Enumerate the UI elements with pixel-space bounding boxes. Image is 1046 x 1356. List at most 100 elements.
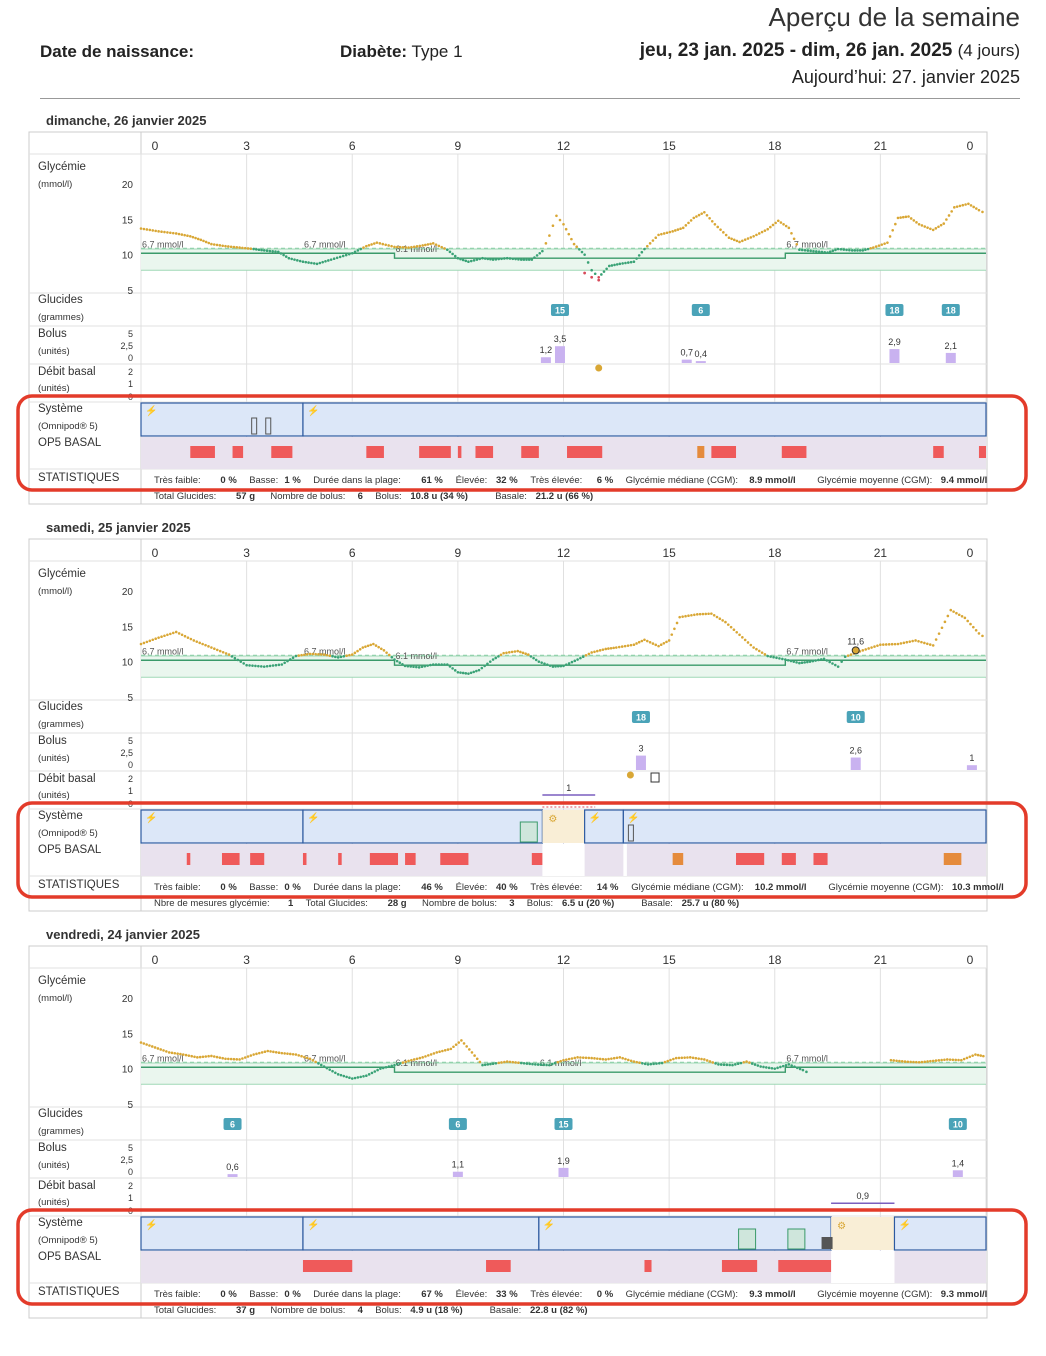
cgm-point <box>643 1062 647 1066</box>
cgm-point <box>235 246 239 249</box>
cgm-point <box>600 273 603 276</box>
cgm-point <box>811 659 815 663</box>
cgm-point <box>888 235 892 238</box>
cgm-point <box>154 637 157 640</box>
cgm-point <box>390 1064 393 1068</box>
cgm-point <box>800 248 804 252</box>
cgm-point <box>567 232 571 236</box>
bolus-tick: 5 <box>128 736 133 746</box>
cgm-point <box>224 652 228 655</box>
glycemia-tick: 10 <box>122 1065 134 1076</box>
cgm-point <box>315 262 319 266</box>
stats-label: STATISTIQUES <box>38 472 120 484</box>
cgm-point <box>443 663 446 666</box>
cgm-point <box>511 1060 515 1064</box>
cgm-point <box>432 1052 436 1055</box>
cgm-point <box>434 663 438 666</box>
cgm-point <box>356 1076 360 1079</box>
cgm-point <box>251 664 254 667</box>
cgm-point <box>869 247 872 250</box>
cgm-point <box>635 642 638 645</box>
cgm-point <box>350 653 354 656</box>
cgm-point <box>583 253 586 256</box>
cgm-point <box>362 1074 365 1078</box>
cgm-point <box>252 1053 255 1056</box>
cgm-point <box>540 661 543 664</box>
cgm-point <box>473 1054 476 1057</box>
cgm-point <box>781 657 784 661</box>
cgm-point <box>534 1063 537 1066</box>
bolus-bar <box>850 757 861 770</box>
cgm-point <box>348 1076 351 1080</box>
cgm-point <box>353 1076 357 1080</box>
cgm-point <box>248 664 251 667</box>
cgm-point <box>556 1060 560 1064</box>
cgm-point <box>246 1055 250 1058</box>
cgm-point <box>531 1062 534 1066</box>
cgm-point <box>742 1061 746 1064</box>
cgm-point <box>895 1059 898 1063</box>
cgm-point <box>584 1056 588 1060</box>
bolus-tick: 5 <box>128 1143 133 1153</box>
cgm-point <box>145 1043 148 1046</box>
cgm-point <box>385 651 388 654</box>
cgm-point <box>272 1050 275 1054</box>
cgm-point <box>176 1052 179 1055</box>
cgm-point <box>632 260 636 264</box>
glycemia-tick: 5 <box>127 286 133 297</box>
stat-label: Nombre de bolus: <box>422 898 497 909</box>
op5-red-block <box>978 446 986 458</box>
cgm-point <box>296 259 299 262</box>
cgm-point <box>695 215 698 218</box>
cgm-point <box>662 232 666 235</box>
cgm-point <box>717 1063 720 1066</box>
cgm-point <box>224 244 227 248</box>
cgm-point <box>946 614 950 618</box>
cgm-point <box>776 219 780 223</box>
basal-label: Débit basal <box>38 773 96 785</box>
cgm-point <box>325 653 329 657</box>
header-divider <box>40 98 1020 99</box>
cgm-point <box>562 664 565 668</box>
glycemia-tick: 15 <box>122 1029 134 1040</box>
cgm-point <box>704 612 708 616</box>
cgm-point <box>882 643 885 646</box>
cgm-point <box>581 655 585 659</box>
op5-red-block <box>232 446 244 458</box>
cgm-point <box>437 663 441 666</box>
cgm-point <box>437 244 441 248</box>
cgm-point <box>977 208 981 212</box>
cgm-point <box>795 1066 799 1070</box>
glycemia-tick: 20 <box>122 180 134 191</box>
cgm-point <box>339 1073 343 1077</box>
target-label: 6.7 mmol/l <box>304 1053 346 1063</box>
chart-frame <box>28 945 988 1319</box>
op5-red-block <box>186 853 191 865</box>
stat-label: Très élevée: <box>530 882 582 893</box>
automated-mode-icon: ⚡ <box>307 811 319 824</box>
cgm-point <box>654 643 658 647</box>
highlight-box <box>16 801 1028 899</box>
cgm-point <box>974 1053 977 1056</box>
cgm-point <box>505 256 509 260</box>
cgm-point <box>981 634 984 638</box>
cgm-point <box>165 1050 168 1053</box>
cgm-point <box>814 250 818 253</box>
pod-change-icon <box>251 417 258 435</box>
bolus-tick: 5 <box>128 329 133 339</box>
bolus-bar <box>558 1167 569 1177</box>
automated-mode-icon: ⚡ <box>145 1218 157 1231</box>
target-label: 6.7 mmol/l <box>142 239 184 249</box>
glycemia-tick: 20 <box>122 994 134 1005</box>
cgm-point <box>573 1056 577 1060</box>
cgm-point <box>679 227 682 230</box>
cgm-point <box>199 238 203 242</box>
cgm-point <box>610 264 614 267</box>
stat-value: 28 g <box>388 898 407 909</box>
cgm-point <box>169 231 172 235</box>
cgm-point <box>207 645 210 648</box>
cgm-point <box>370 1071 374 1075</box>
cgm-point <box>314 1060 317 1064</box>
cgm-point <box>280 663 284 666</box>
cgm-point <box>902 641 906 645</box>
